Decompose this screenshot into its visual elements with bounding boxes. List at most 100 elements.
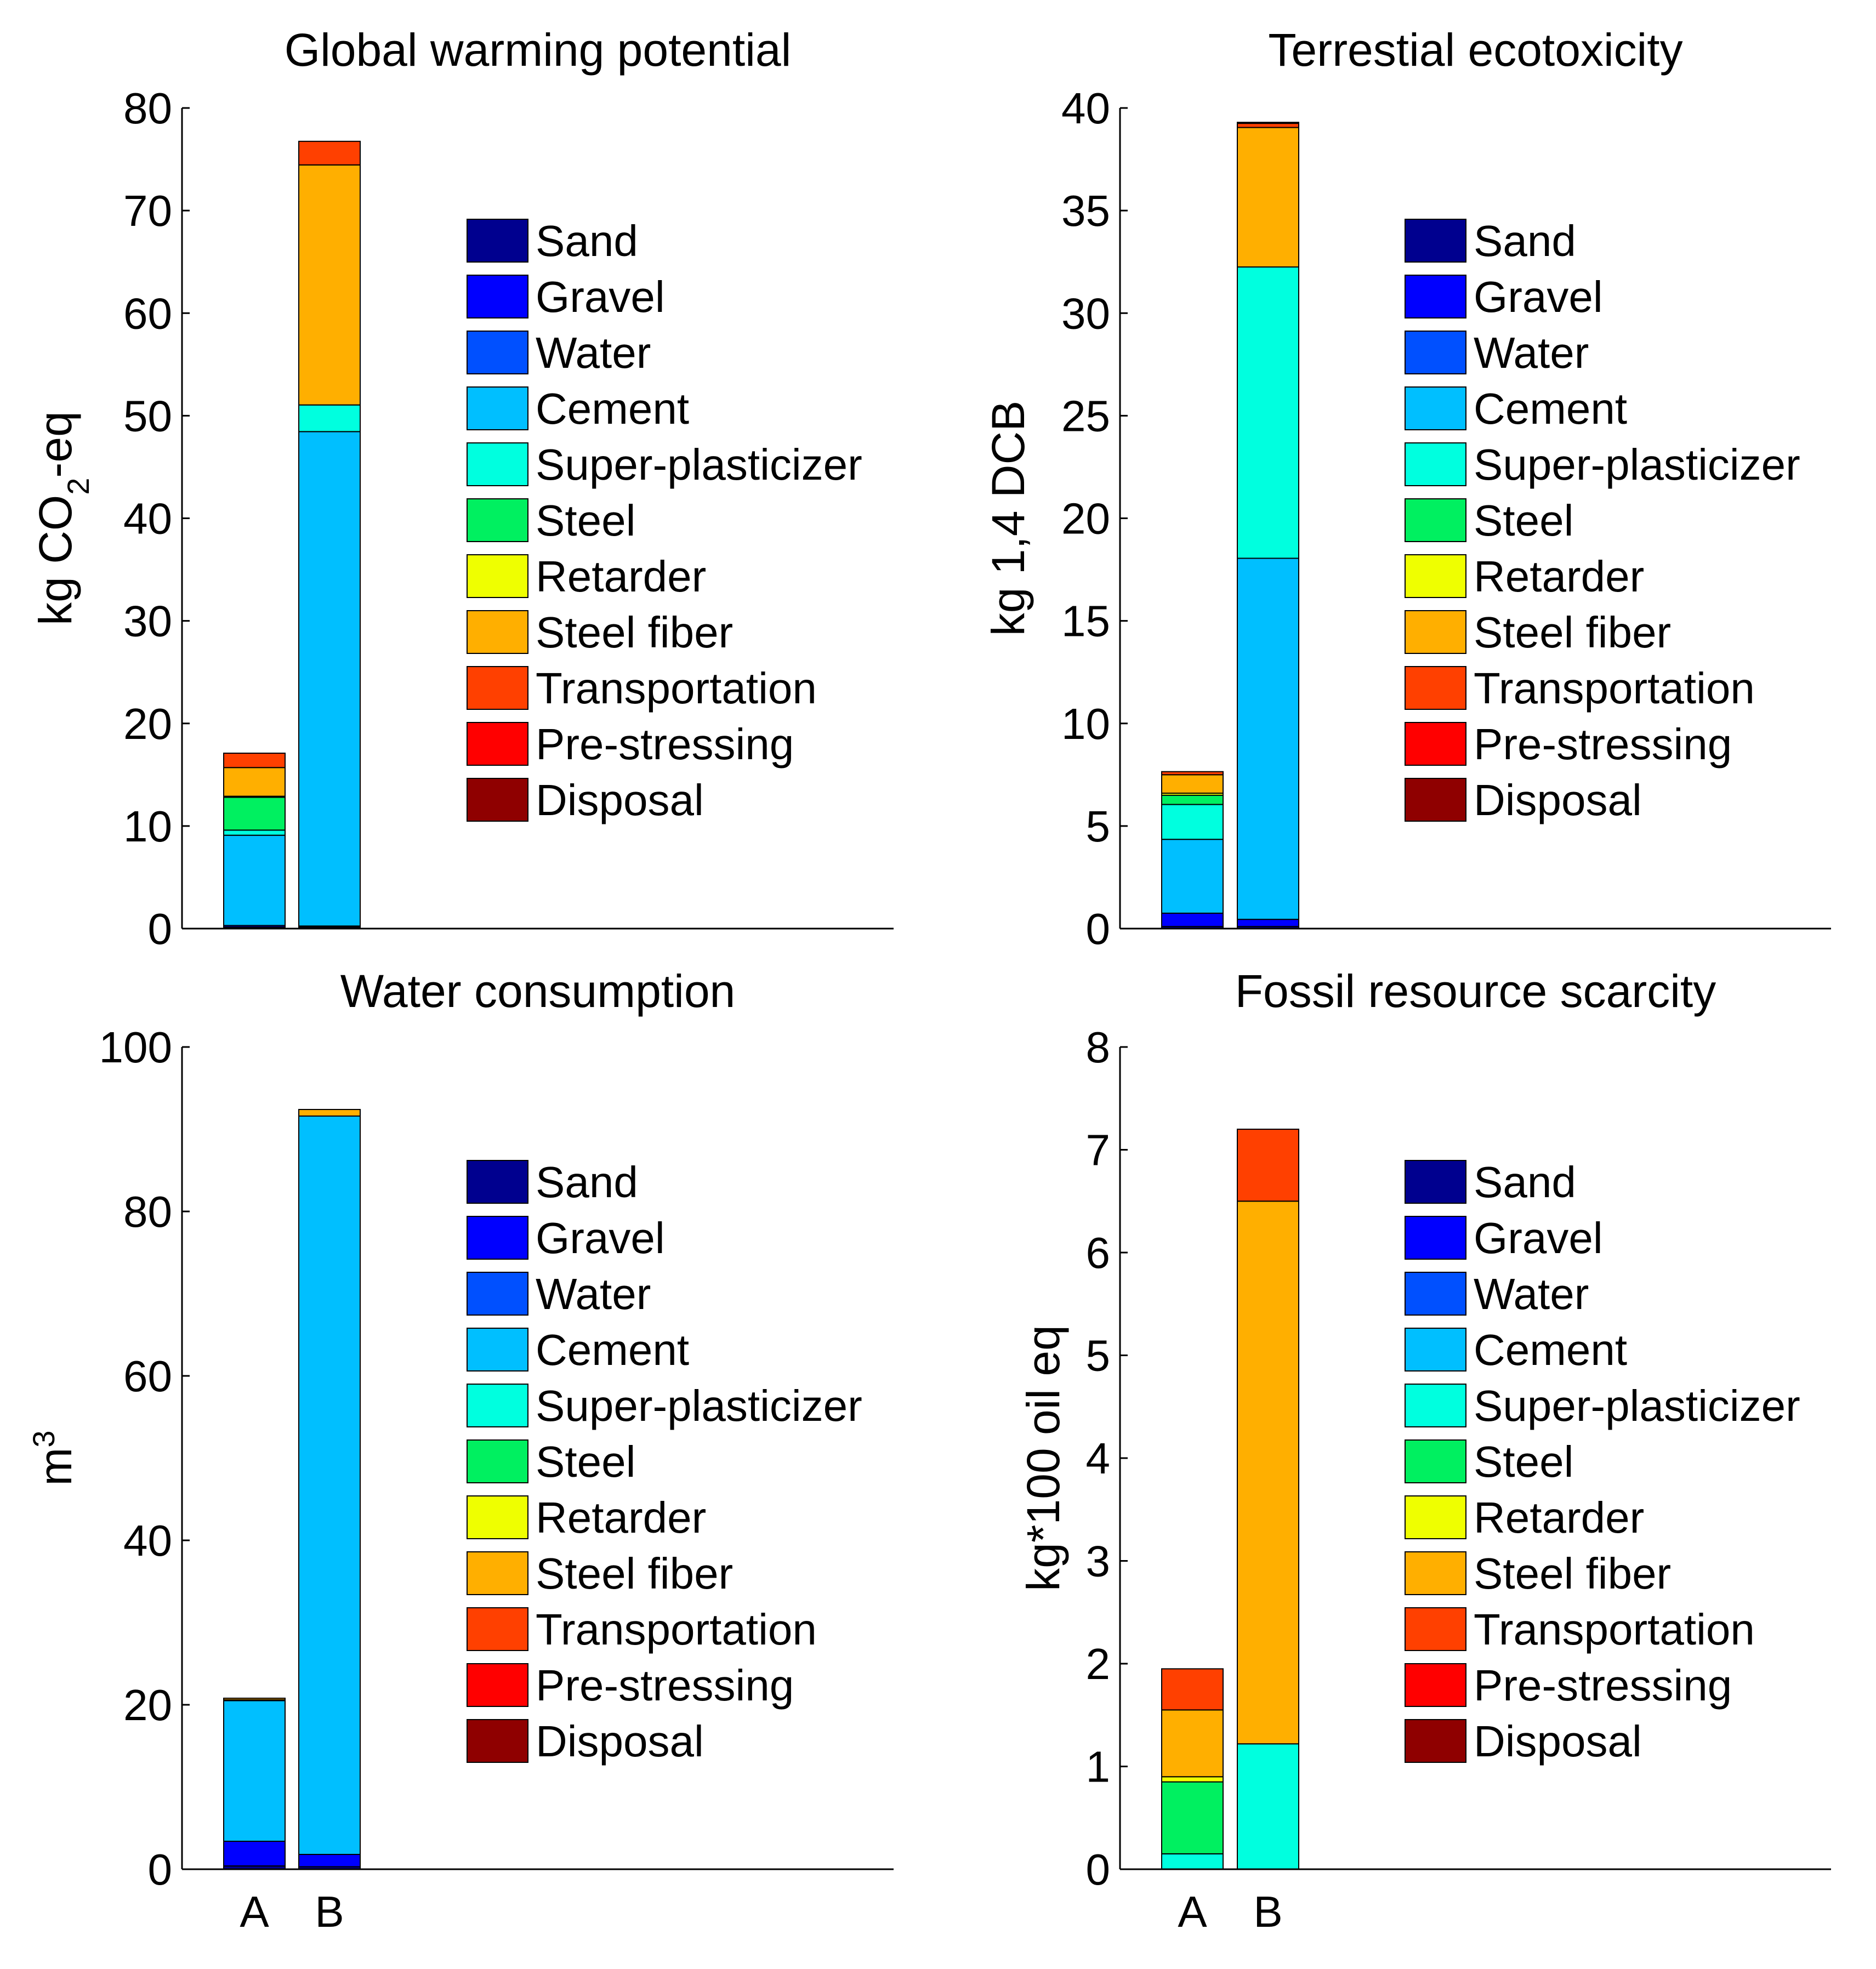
legend-label: Transportation bbox=[1474, 1605, 1755, 1654]
legend-swatch bbox=[467, 554, 528, 598]
legend-label: Sand bbox=[536, 1158, 638, 1207]
y-axis-label: m3 bbox=[26, 1430, 82, 1486]
legend-label: Steel fiber bbox=[1474, 608, 1671, 657]
legend-swatch bbox=[1405, 610, 1466, 654]
bar-segment-A-cement bbox=[223, 1700, 286, 1842]
y-tick-label: 20 bbox=[123, 1681, 172, 1729]
bar-segment-B-steel-fiber bbox=[298, 164, 361, 406]
legend-label: Water bbox=[1474, 328, 1589, 377]
y-tick-label: 25 bbox=[1061, 391, 1110, 440]
legend-label: Retarder bbox=[1474, 1493, 1644, 1542]
legend-label: Retarder bbox=[536, 1493, 706, 1542]
legend-label: Cement bbox=[1474, 384, 1627, 433]
legend-swatch bbox=[1405, 1160, 1466, 1204]
bar-segment-A-retarder bbox=[1161, 1776, 1224, 1783]
legend-swatch bbox=[1405, 386, 1466, 430]
legend-label: Disposal bbox=[1474, 776, 1642, 824]
bar-segment-A-transportation bbox=[1161, 771, 1224, 776]
legend-label: Sand bbox=[536, 217, 638, 265]
y-tick-label: 20 bbox=[123, 699, 172, 748]
bar-segment-A-cement bbox=[223, 834, 286, 926]
y-tick-label: 0 bbox=[148, 904, 173, 953]
bar-segment-A-steel bbox=[1161, 794, 1224, 805]
legend-label: Sand bbox=[1474, 217, 1576, 265]
legend-label: Steel bbox=[1474, 496, 1573, 545]
legend-label: Water bbox=[536, 328, 651, 377]
legend-swatch bbox=[467, 1439, 528, 1483]
legend-swatch bbox=[1405, 219, 1466, 263]
y-tick-label: 100 bbox=[99, 1023, 172, 1072]
x-tick-label: A bbox=[1178, 1887, 1207, 1936]
bar-segment-A-transportation bbox=[1161, 1668, 1224, 1711]
x-tick-label: A bbox=[240, 1887, 269, 1936]
legend-label: Gravel bbox=[1474, 272, 1603, 321]
y-tick-label: 50 bbox=[123, 391, 172, 440]
legend-swatch bbox=[467, 1663, 528, 1707]
legend-swatch bbox=[467, 386, 528, 430]
bar-segment-A-gravel bbox=[223, 1841, 286, 1866]
bar-segment-B-disposal bbox=[1237, 122, 1299, 124]
legend-swatch bbox=[467, 610, 528, 654]
legend-swatch bbox=[1405, 1439, 1466, 1483]
legend-swatch bbox=[467, 1328, 528, 1372]
chart-title: Water consumption bbox=[340, 965, 736, 1017]
bar-segment-B-transportation bbox=[1237, 1129, 1299, 1202]
bar-segment-B-transportation bbox=[298, 140, 361, 166]
legend-swatch bbox=[467, 1160, 528, 1204]
legend-swatch bbox=[1405, 554, 1466, 598]
y-tick-label: 4 bbox=[1086, 1434, 1111, 1483]
y-tick-label: 40 bbox=[123, 494, 172, 543]
legend-swatch bbox=[467, 442, 528, 486]
legend: Sand Gravel Water Cement Super-plasticizer St… bbox=[467, 1158, 862, 1766]
legend-swatch bbox=[1405, 1384, 1466, 1427]
bar-segment-B-gravel bbox=[298, 1854, 361, 1868]
y-tick-label: 5 bbox=[1086, 802, 1111, 851]
y-tick-label: 7 bbox=[1086, 1126, 1111, 1175]
legend-swatch bbox=[1405, 1495, 1466, 1539]
legend-label: Gravel bbox=[1474, 1214, 1603, 1262]
legend-swatch bbox=[1405, 1551, 1466, 1595]
legend-swatch bbox=[1405, 1663, 1466, 1707]
bar-segment-A-super-plasticizer bbox=[223, 829, 286, 836]
legend-label: Water bbox=[1474, 1270, 1589, 1318]
bar-segment-B-transportation bbox=[1237, 123, 1299, 128]
legend-swatch bbox=[1405, 275, 1466, 318]
legend-label: Transportation bbox=[536, 664, 817, 713]
legend-label: Transportation bbox=[1474, 664, 1755, 713]
bar-segment-A-steel-fiber bbox=[223, 1698, 286, 1700]
y-tick-label: 8 bbox=[1086, 1023, 1111, 1072]
legend-label: Disposal bbox=[536, 776, 704, 824]
y-tick-label: 0 bbox=[148, 1845, 173, 1894]
legend-label: Gravel bbox=[536, 1214, 665, 1262]
legend-swatch bbox=[467, 498, 528, 542]
legend-label: Super-plasticizer bbox=[1474, 1381, 1800, 1430]
y-tick-label: 60 bbox=[123, 1352, 172, 1401]
y-tick-label: 35 bbox=[1061, 186, 1110, 235]
legend-swatch bbox=[1405, 778, 1466, 822]
x-tick-label: B bbox=[1253, 1887, 1282, 1936]
y-tick-label: 20 bbox=[1061, 494, 1110, 543]
y-tick-label: 5 bbox=[1086, 1331, 1111, 1380]
chart-panel-1: Global warming potential 0 10 20 30 40 50 60 70 8… bbox=[30, 24, 894, 953]
legend-swatch bbox=[467, 331, 528, 374]
bar-segment-A-transportation bbox=[223, 753, 286, 769]
legend-label: Steel bbox=[536, 496, 635, 545]
legend-label: Steel bbox=[1474, 1437, 1573, 1486]
bar-segment-A-gravel bbox=[1161, 912, 1224, 927]
y-tick-label: 1 bbox=[1086, 1743, 1111, 1791]
bar-segment-B-cement bbox=[298, 1116, 361, 1855]
legend-label: Steel fiber bbox=[536, 1549, 733, 1598]
legend-swatch bbox=[467, 666, 528, 710]
legend-label: Super-plasticizer bbox=[536, 440, 862, 489]
legend-label: Retarder bbox=[536, 552, 706, 601]
legend-swatch bbox=[1405, 1328, 1466, 1372]
legend-label: Steel fiber bbox=[1474, 1549, 1671, 1598]
bar-segment-B-super-plasticizer bbox=[298, 404, 361, 433]
bar-segment-B-steel-fiber bbox=[1237, 1200, 1299, 1745]
legend-swatch bbox=[1405, 331, 1466, 374]
legend-swatch bbox=[467, 1384, 528, 1427]
legend-swatch bbox=[467, 778, 528, 822]
chart-title: Terrestial ecotoxicity bbox=[1268, 24, 1682, 76]
y-tick-label: 30 bbox=[1061, 289, 1110, 338]
bar-segment-B-super-plasticizer bbox=[1237, 266, 1299, 559]
